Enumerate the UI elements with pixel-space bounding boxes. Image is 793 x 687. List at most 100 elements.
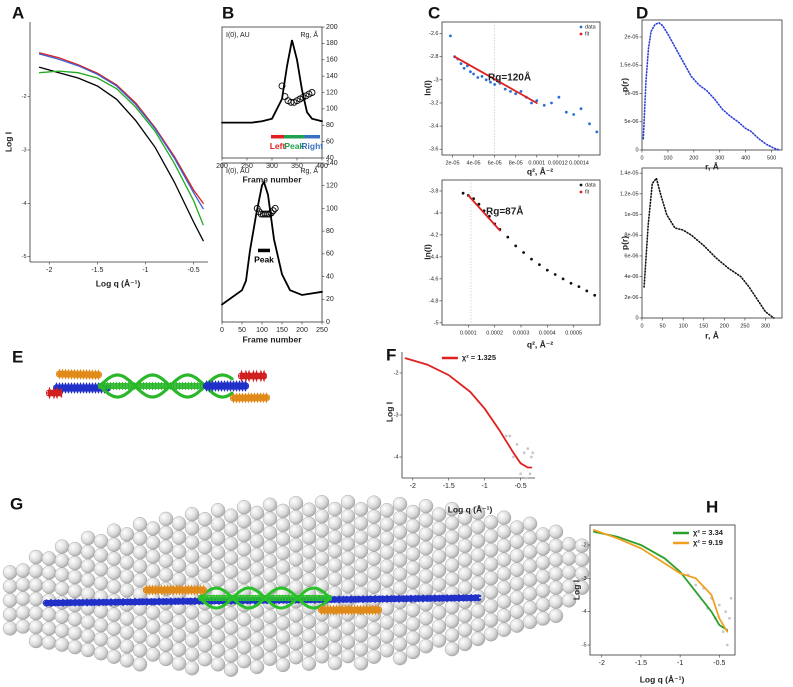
bead: [340, 620, 356, 636]
bead: [158, 539, 174, 555]
data-point: [512, 455, 515, 459]
bead: [223, 620, 239, 635]
bead: [132, 573, 148, 588]
bead: [392, 552, 408, 568]
y-tick-label: 1.4e-05: [620, 171, 639, 177]
helix-coil: [71, 599, 76, 606]
y2-tick-label: 20: [326, 296, 334, 303]
plot-frame: [441, 21, 601, 156]
y-tick-label: 2e-05: [624, 34, 638, 40]
bead: [28, 619, 44, 635]
bead: [28, 563, 44, 579]
x-tick-label: 100: [679, 323, 688, 329]
bead: [353, 656, 369, 671]
bead: [509, 520, 525, 535]
bead: [548, 566, 564, 581]
bead: [67, 541, 83, 557]
y-tick-label: 1.5e-05: [620, 63, 639, 69]
x-tick-label: -2: [410, 483, 416, 490]
x-tick-label: 200: [720, 323, 729, 329]
bead: [223, 536, 239, 551]
data-point: [579, 107, 583, 111]
bead: [119, 611, 135, 626]
bead: [379, 545, 395, 560]
bead: [353, 642, 369, 657]
bead: [392, 622, 408, 638]
bead: [275, 545, 291, 561]
data-line: [404, 357, 533, 469]
bead: [93, 576, 109, 591]
bead: [405, 532, 421, 548]
helix-coil: [338, 596, 343, 603]
data-point: [538, 263, 541, 266]
bead: [15, 605, 31, 620]
data-point: [509, 90, 512, 93]
bead: [353, 516, 369, 531]
bead: [28, 633, 44, 649]
bead: [197, 652, 213, 667]
helix-coil: [358, 596, 363, 603]
y-tick-label: -3: [582, 576, 587, 582]
bead: [548, 524, 564, 539]
bead: [223, 606, 239, 621]
y-tick-label: -3.8: [429, 188, 438, 194]
bead: [158, 567, 174, 583]
bead: [418, 499, 434, 514]
bead: [210, 559, 226, 574]
bead: [210, 615, 226, 630]
bead: [67, 583, 83, 599]
rg-point: [255, 208, 263, 216]
data-point: [725, 643, 729, 647]
bead: [41, 635, 57, 650]
bead: [288, 650, 304, 665]
helix-coil: [158, 598, 163, 605]
bead: [314, 495, 330, 510]
bead: [457, 538, 473, 554]
data-point: [449, 34, 452, 38]
x-axis-label: Log q (Å⁻¹): [640, 674, 685, 684]
bead: [41, 565, 57, 580]
bead: [457, 524, 473, 540]
bead: [67, 639, 83, 655]
bead: [535, 583, 551, 598]
helix-coil: [138, 598, 143, 605]
x-tick-label: 0.00012: [548, 160, 568, 166]
bead: [132, 657, 148, 672]
data-point: [519, 472, 522, 476]
bead: [496, 524, 512, 539]
y-tick-label: -4: [394, 454, 399, 460]
panel-label: D: [636, 3, 648, 22]
bead: [145, 563, 161, 578]
x-tick-label: -1: [142, 267, 148, 274]
bead: [457, 552, 473, 568]
helix-coil: [410, 595, 415, 602]
y-tick-label: 4e-06: [624, 274, 638, 280]
helix-coil: [414, 595, 419, 602]
x-tick-label: 0: [640, 323, 643, 329]
bead: [28, 577, 44, 593]
data-point: [480, 75, 484, 78]
data-point: [508, 434, 512, 438]
data-point: [564, 110, 568, 114]
legend-swatch: [579, 25, 583, 29]
bead: [314, 509, 330, 524]
bead: [275, 573, 291, 589]
helix-coil: [47, 600, 52, 607]
rg-point: [308, 89, 316, 96]
bead: [119, 583, 135, 598]
bead: [405, 630, 421, 646]
helix-coil: [394, 595, 399, 602]
y-axis-label: I(0), AU: [226, 168, 250, 175]
bead: [132, 545, 148, 560]
data-line: [221, 39, 323, 124]
legend-label: χ² = 1.325: [462, 353, 496, 362]
bead: [67, 555, 83, 571]
bead: [353, 530, 369, 545]
bead: [184, 661, 200, 676]
y2-tick-label: 100: [326, 106, 338, 113]
data-line: [642, 21, 781, 151]
data-point: [569, 281, 573, 285]
bead: [15, 577, 31, 592]
bead: [275, 503, 291, 519]
y-tick-label: 2e-06: [624, 295, 638, 301]
